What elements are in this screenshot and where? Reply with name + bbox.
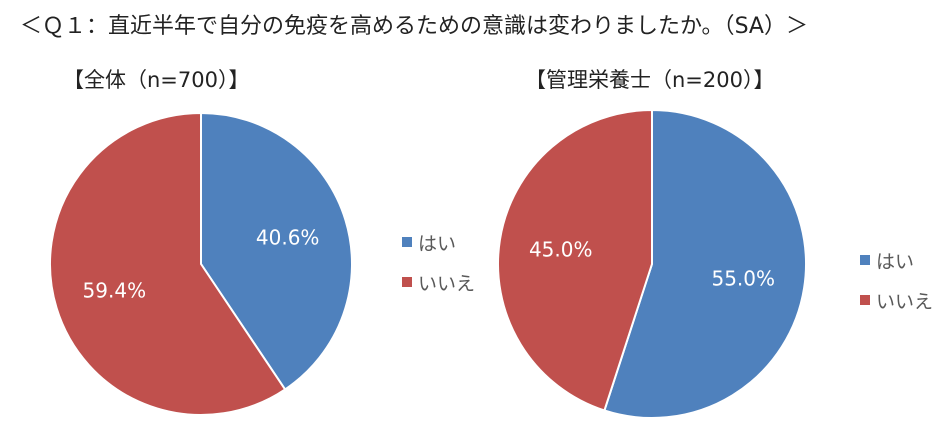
legend-item-no: いいえ [860, 280, 933, 320]
data-label: 59.4% [83, 278, 147, 302]
slice-yes [200, 111, 353, 391]
slice-yes [603, 108, 807, 419]
slice-no [497, 108, 653, 412]
legend-item-yes: はい [402, 222, 475, 262]
legend-swatch-red [860, 295, 870, 305]
data-label: 55.0% [711, 266, 775, 290]
legend-item-yes: はい [860, 240, 933, 280]
pie-chart-dietitian: 55.0% 45.0% [497, 108, 807, 419]
chart-title-overall: 【全体（n=700）】 [63, 68, 250, 92]
chart-title-dietitian: 【管理栄養士（n=200）】 [525, 68, 775, 92]
legend-swatch-blue [402, 237, 412, 247]
data-label: 40.6% [256, 226, 320, 250]
question-title: ＜Ｑ１：直近半年で自分の免疫を高めるための意識は変わりましたか。（SA）＞ [20, 14, 808, 39]
pie-chart-overall: 40.6% 59.4% [49, 111, 353, 416]
data-label: 45.0% [529, 238, 593, 262]
legend-overall: はい いいえ [402, 222, 475, 302]
legend-swatch-blue [860, 255, 870, 265]
slice-no [49, 111, 287, 416]
legend-dietitian: はい いいえ [860, 240, 933, 320]
legend-item-no: いいえ [402, 262, 475, 302]
legend-swatch-red [402, 277, 412, 287]
